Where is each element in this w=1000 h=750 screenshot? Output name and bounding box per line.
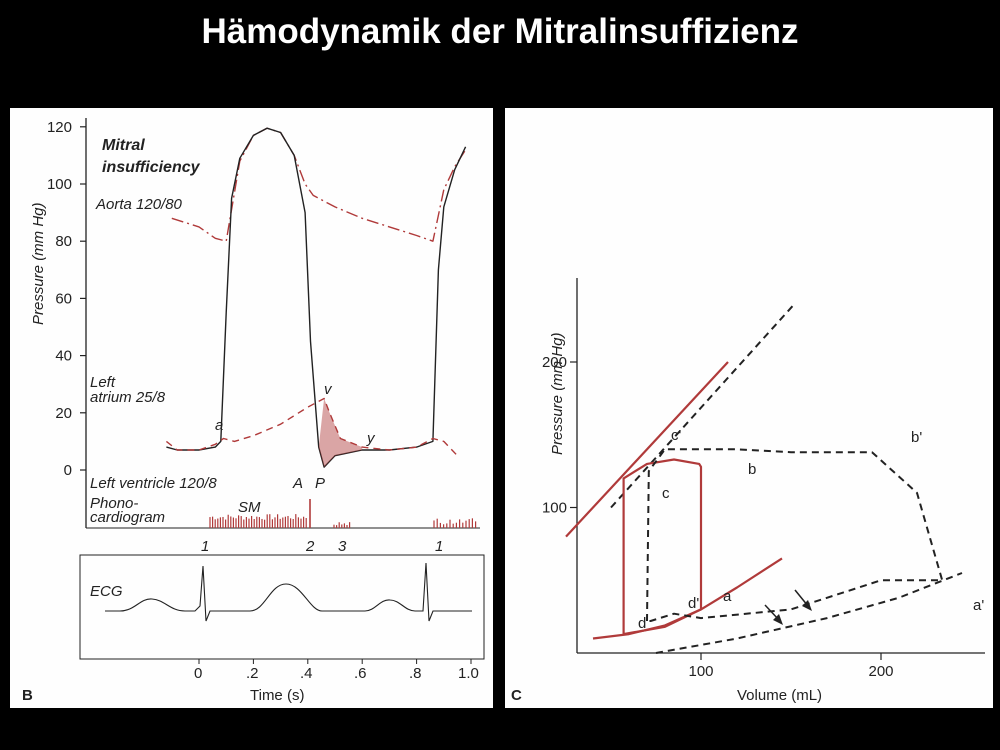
label-b-prime: b' xyxy=(911,429,922,446)
annotation-SM: SM xyxy=(238,499,261,516)
espvr-normal-line xyxy=(565,361,729,538)
annotation-A: A xyxy=(292,475,303,492)
y-tick-label-4: 80 xyxy=(55,233,72,250)
arrow-icon xyxy=(794,589,812,611)
y-tick-label-2: 40 xyxy=(55,348,72,365)
panel-b-label: B xyxy=(22,687,33,704)
annotation-left-ventricle: Left ventricle 120/8 xyxy=(90,475,217,492)
panel-c-ylabel: Pressure (mm Hg) xyxy=(549,332,566,455)
panel-b-background xyxy=(10,108,493,708)
espvr-mr-line xyxy=(610,303,796,509)
c-x-tick-label-0: 100 xyxy=(688,663,713,680)
label-a-prime: a' xyxy=(973,597,984,614)
annotation-ecg: ECG xyxy=(90,583,123,600)
y-tick-label-0: 0 xyxy=(64,462,72,479)
x-tick-label-04: .4 xyxy=(300,665,313,682)
annotation-P: P xyxy=(315,475,325,492)
panel-c-background xyxy=(505,108,993,708)
y-tick-label-3: 60 xyxy=(55,290,72,307)
label-a: a xyxy=(723,588,732,605)
y-tick-label-6: 120 xyxy=(47,119,72,136)
left-ventricle-curve xyxy=(166,127,467,468)
heart-sound-2: 2 xyxy=(305,538,315,555)
x-tick-label-0: 0 xyxy=(194,665,202,682)
panel-b-xlabel: Time (s) xyxy=(250,687,304,704)
c-y-tick-label-1: 200 xyxy=(542,354,567,371)
panel-c-chart: 100 200 100 200 Pressure (mm Hg) Volume (mL… xyxy=(505,108,993,708)
x-tick-label-06: .6 xyxy=(354,665,367,682)
annotation-aorta: Aorta 120/80 xyxy=(95,196,183,213)
ecg-trace xyxy=(105,562,472,622)
panel-b-title-line2: insufficiency xyxy=(102,159,201,176)
x-tick-label-02: .2 xyxy=(246,665,259,682)
annotation-left: Left xyxy=(90,374,116,391)
heart-sound-1: 1 xyxy=(201,538,209,555)
annotation-cardiogram: cardiogram xyxy=(90,509,165,526)
arrow-icon xyxy=(764,604,783,625)
label-b: b xyxy=(748,461,756,478)
y-tick-label-5: 100 xyxy=(47,176,72,193)
x-tick-label-10: 1.0 xyxy=(458,665,479,682)
label-c-prime: c' xyxy=(671,427,682,444)
label-d-prime: d' xyxy=(688,595,699,612)
panel-c-label: C xyxy=(511,687,522,704)
c-y-tick-label-0: 100 xyxy=(542,500,567,517)
heart-sound-1b: 1 xyxy=(435,538,443,555)
annotation-v-wave: v xyxy=(324,381,333,398)
pv-loop-normal xyxy=(622,458,703,636)
x-tick-label-08: .8 xyxy=(409,665,422,682)
left-atrium-curve xyxy=(165,397,458,457)
c-x-tick-label-1: 200 xyxy=(868,663,893,680)
regurgitant-area xyxy=(318,398,363,468)
slide-title: Hämodynamik der Mitralinsuffizienz xyxy=(201,12,799,51)
annotation-a-wave: a xyxy=(215,417,223,434)
panel-c-xlabel: Volume (mL) xyxy=(737,687,822,704)
annotation-phono: Phono- xyxy=(90,495,138,512)
pv-loop-mr xyxy=(646,448,944,622)
y-tick-label-1: 20 xyxy=(55,405,72,422)
annotation-atrium: atrium 25/8 xyxy=(90,389,166,406)
heart-sound-3: 3 xyxy=(338,538,347,555)
label-c: c xyxy=(662,485,670,502)
label-d: d xyxy=(638,615,646,632)
aorta-curve xyxy=(171,127,467,242)
annotation-y-descent: y xyxy=(366,430,376,447)
edpvr-mr-curve xyxy=(655,572,963,654)
panel-b-title-line1: Mitral xyxy=(102,137,145,154)
panel-b-ylabel: Pressure (mm Hg) xyxy=(30,202,47,325)
